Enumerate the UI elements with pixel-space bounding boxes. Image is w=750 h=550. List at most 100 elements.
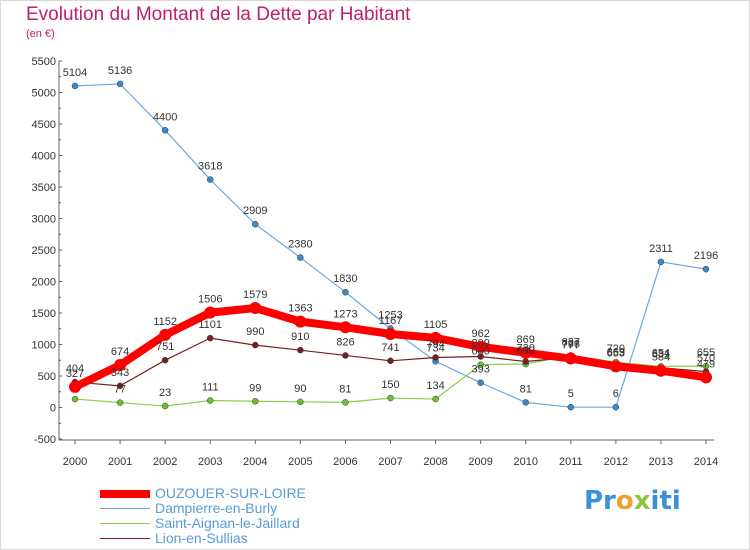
x-tick-label: 2009	[468, 456, 492, 468]
legend-label: Saint-Aignan-le-Jaillard	[155, 515, 300, 531]
data-label: 653	[607, 347, 625, 359]
data-label: 654	[652, 347, 670, 359]
data-label: 1101	[198, 319, 222, 331]
data-point	[252, 341, 259, 349]
data-label: 23	[159, 387, 171, 399]
x-tick-label: 2013	[649, 456, 673, 468]
data-point	[71, 395, 79, 403]
data-point	[204, 306, 217, 319]
data-label: 1152	[153, 316, 177, 328]
data-label: 809	[471, 338, 489, 350]
data-label: 5	[568, 388, 574, 400]
data-point	[252, 398, 259, 405]
y-tick-label: 0	[50, 403, 56, 415]
data-label: 631	[652, 349, 670, 361]
data-point	[342, 352, 349, 359]
data-label: 827	[562, 336, 580, 348]
y-tick-label: 2500	[32, 245, 56, 257]
chart-legend: OUZOUER-SUR-LOIRE Dampierre-en-Burly Saint…	[100, 486, 306, 546]
data-label: 1253	[378, 310, 402, 322]
data-point	[69, 380, 81, 393]
x-tick-label: 2005	[288, 456, 312, 468]
data-point	[612, 403, 620, 411]
data-point	[477, 361, 484, 368]
x-tick-label: 2011	[559, 456, 583, 468]
data-label: 77	[114, 384, 126, 396]
data-label: 869	[517, 334, 535, 346]
data-label: 720	[607, 343, 625, 355]
data-label: 655	[697, 347, 715, 359]
data-label: 81	[520, 383, 532, 395]
y-tick-label: 2000	[32, 277, 56, 289]
data-label: 2380	[288, 239, 312, 251]
data-label: 777	[562, 340, 580, 352]
y-tick-label: 5000	[32, 88, 56, 100]
x-tick-label: 2012	[604, 456, 628, 468]
x-tick-label: 2007	[378, 456, 402, 468]
legend-swatch	[100, 507, 150, 510]
data-label: 1363	[288, 303, 312, 315]
data-point	[116, 382, 124, 390]
x-tick-label: 2000	[63, 456, 87, 468]
legend-swatch	[100, 489, 150, 498]
data-point	[657, 258, 665, 266]
data-point	[477, 353, 484, 360]
data-point	[297, 346, 304, 354]
data-label: 3618	[198, 161, 222, 173]
legend-swatch	[100, 537, 150, 540]
data-label: 393	[471, 364, 489, 376]
data-point	[297, 398, 304, 406]
data-point	[567, 403, 575, 411]
data-point	[71, 82, 79, 90]
data-point	[249, 302, 262, 315]
x-tick-label: 2004	[243, 456, 267, 468]
data-point	[384, 327, 397, 340]
data-label: 741	[381, 342, 399, 354]
data-point	[116, 399, 124, 406]
chart-title: Evolution du Montant de la Dette par Hab…	[26, 4, 411, 25]
x-tick-label: 2010	[513, 456, 537, 468]
data-label: 90	[294, 383, 306, 395]
data-point	[700, 371, 712, 384]
data-point	[564, 352, 577, 365]
logo-part-pr: Pr	[584, 486, 616, 516]
data-point	[432, 354, 439, 361]
legend-swatch	[100, 522, 150, 525]
data-label: 794	[426, 338, 444, 350]
data-label: 910	[291, 331, 309, 343]
data-label: 1506	[198, 294, 222, 306]
data-point	[161, 402, 169, 410]
data-label: 404	[66, 363, 84, 375]
data-label: 680	[471, 346, 489, 358]
data-label: 1273	[333, 308, 357, 320]
data-label: 669	[607, 346, 625, 358]
data-point	[609, 360, 622, 373]
data-label: 81	[339, 383, 351, 395]
data-label: 674	[111, 346, 129, 358]
data-label: 690	[517, 345, 535, 357]
data-label: 150	[381, 379, 399, 391]
data-label: 2311	[649, 243, 673, 255]
data-point	[432, 395, 439, 403]
data-point	[116, 80, 124, 88]
data-point	[161, 356, 169, 364]
data-label: 584	[652, 352, 670, 364]
logo-part-x: x	[633, 486, 651, 516]
data-point	[342, 288, 349, 296]
data-label: 99	[249, 382, 261, 394]
data-point	[654, 364, 667, 377]
data-label: 1167	[379, 315, 403, 327]
y-tick-label: 1500	[32, 308, 56, 320]
data-point	[252, 220, 259, 228]
data-label: 111	[202, 382, 219, 394]
data-point	[161, 127, 169, 134]
data-label: 2909	[243, 205, 267, 217]
legend-label: Dampierre-en-Burly	[155, 500, 278, 516]
data-point	[522, 399, 529, 406]
data-label: 962	[471, 328, 489, 340]
data-point	[294, 315, 307, 328]
data-label: 479	[697, 358, 715, 370]
logo-part-o: o	[615, 486, 634, 516]
y-tick-label: 4500	[32, 119, 56, 131]
